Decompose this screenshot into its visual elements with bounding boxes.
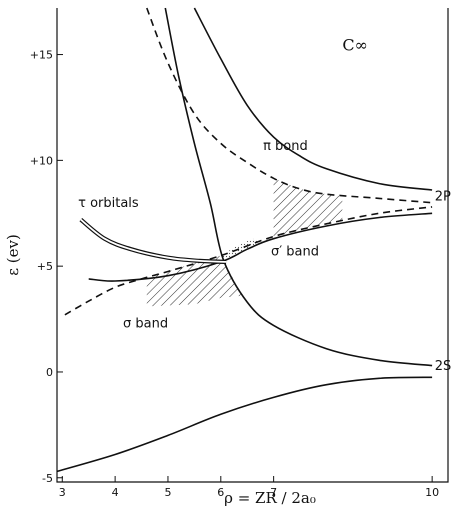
annotation-1: C∞ xyxy=(342,35,368,54)
shaded-regions xyxy=(146,178,343,307)
x-tick-label-7: 7 xyxy=(270,486,277,499)
shaded-region-2 xyxy=(220,238,264,260)
plot-frame xyxy=(56,8,449,483)
x-axis-label: ρ = ZR / 2a₀ xyxy=(224,489,316,507)
annotation-4: τ orbitals xyxy=(78,196,139,211)
curve-2 xyxy=(193,7,433,191)
annotation-3: 2P xyxy=(435,190,451,205)
x-tick-label-3: 3 xyxy=(59,486,66,499)
curve-6 xyxy=(64,206,433,316)
x-tick-label-4: 4 xyxy=(112,486,119,499)
x-axis-ticks: 3 4 5 6 7 10 xyxy=(59,476,439,499)
annotation-7: 2S xyxy=(435,359,452,374)
x-tick-label-6: 6 xyxy=(217,486,224,499)
annotation-2: π bond xyxy=(263,139,308,154)
shaded-region-1 xyxy=(273,178,343,237)
curve-3 xyxy=(88,212,433,282)
y-tick-label-0: 0 xyxy=(46,366,53,379)
annotation-6: σ band xyxy=(123,317,168,332)
x-tick-label-10: 10 xyxy=(425,486,439,499)
y-axis-ticks: +15 +10 +5 0 -5 xyxy=(30,49,63,485)
annotation-5: σ′ band xyxy=(271,245,319,260)
y-tick-label-15: +15 xyxy=(30,49,53,62)
x-tick-label-5: 5 xyxy=(164,486,171,499)
curve-7-inner xyxy=(80,218,227,263)
annotations: C∞ π bond 2P τ orbitals σ′ band σ band 2S xyxy=(78,35,451,374)
y-tick-label--5: -5 xyxy=(42,472,53,485)
curve-1 xyxy=(164,7,433,367)
y-tick-label-10: +10 xyxy=(30,154,53,167)
y-axis-label: ε (ev) xyxy=(4,234,22,276)
curve-4 xyxy=(56,376,433,473)
shaded-region-3 xyxy=(146,255,242,307)
curve-5 xyxy=(146,7,433,204)
y-tick-label-5: +5 xyxy=(37,260,53,273)
curves xyxy=(56,7,433,473)
